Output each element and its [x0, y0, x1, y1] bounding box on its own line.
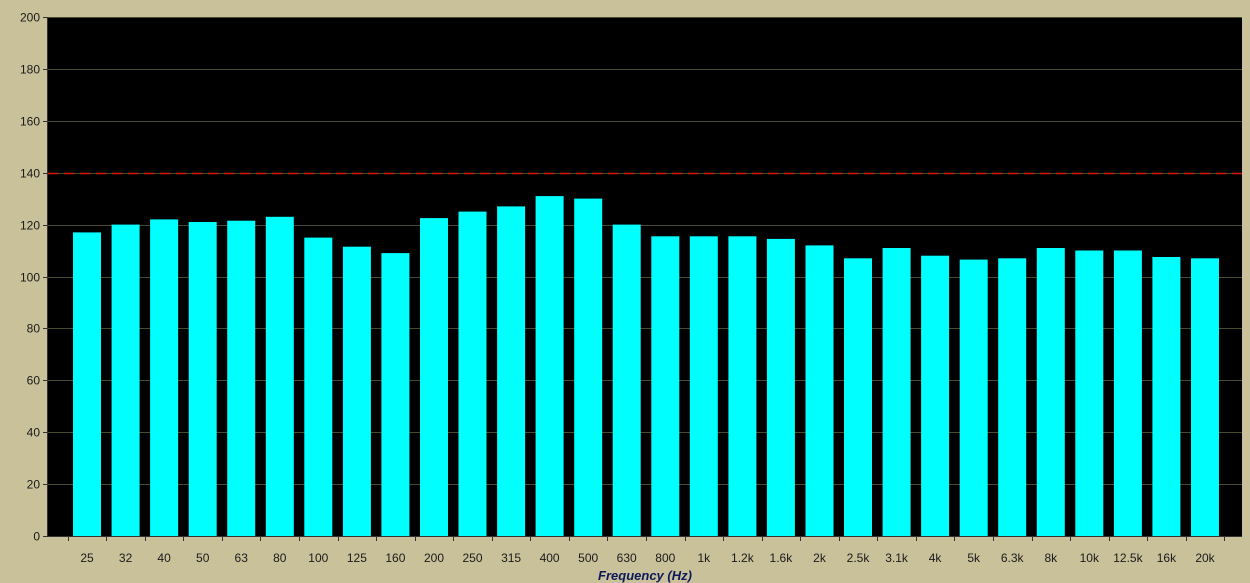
bar — [1036, 248, 1065, 536]
x-tick-label: 80 — [273, 551, 287, 565]
x-tick-label: 1.2k — [731, 551, 755, 565]
bar — [728, 236, 757, 537]
y-tick-label: 0 — [33, 530, 40, 544]
bar — [1191, 258, 1219, 536]
y-tick-labels: 0 20 40 60 80 100 120 140 160 180 200 — [20, 11, 40, 544]
x-tick-label: 16k — [1157, 551, 1177, 565]
x-tick-label: 3.1k — [885, 551, 909, 565]
y-tick-label: 140 — [20, 167, 40, 181]
bar — [844, 258, 872, 536]
x-tick-label: 32 — [119, 551, 133, 565]
x-tick-labels: 25 32 40 50 63 80 100 125 160 200 250 315 400 500 630 8… — [80, 551, 1215, 565]
y-tick-label: 100 — [20, 271, 40, 285]
x-tick-label: 500 — [578, 551, 598, 565]
bar — [766, 238, 795, 536]
x-tick-label: 2.5k — [847, 551, 871, 565]
x-tick-label: 50 — [196, 551, 210, 565]
x-tick-label: 20k — [1195, 551, 1215, 565]
x-tick-label: 250 — [462, 551, 482, 565]
bar — [612, 224, 641, 536]
x-tick-label: 5k — [967, 551, 981, 565]
bar — [1075, 250, 1104, 536]
y-tick-label: 180 — [20, 63, 40, 77]
bar — [921, 255, 950, 536]
x-tick-label: 10k — [1080, 551, 1100, 565]
y-tick-label: 40 — [27, 426, 41, 440]
bar — [1152, 257, 1181, 536]
x-tick-label: 12.5k — [1113, 551, 1143, 565]
x-tick-label: 25 — [80, 551, 94, 565]
x-tick-label: 6.3k — [1001, 551, 1025, 565]
x-tick-label: 1.6k — [770, 551, 794, 565]
bar — [998, 258, 1027, 536]
y-tick-label: 60 — [27, 374, 41, 388]
bar — [150, 219, 179, 536]
x-tick-label: 8k — [1044, 551, 1058, 565]
bar — [959, 259, 988, 536]
bar — [111, 224, 140, 536]
x-tick-label: 1k — [697, 551, 711, 565]
bar — [805, 245, 834, 536]
bar — [420, 218, 448, 536]
x-tick-label: 4k — [929, 551, 943, 565]
bar — [265, 216, 294, 537]
x-tick-label: 200 — [424, 551, 444, 565]
x-tick-label: 800 — [655, 551, 675, 565]
bar — [882, 248, 911, 536]
bar — [458, 211, 487, 536]
y-tick-label: 80 — [27, 322, 41, 336]
y-tick-label: 160 — [20, 115, 40, 129]
bar — [342, 246, 371, 536]
y-tick-label: 120 — [20, 219, 40, 233]
x-tick-label: 630 — [617, 551, 637, 565]
bar — [651, 236, 680, 537]
axes — [43, 17, 1242, 541]
bar — [1113, 250, 1142, 536]
bar — [689, 236, 718, 537]
x-tick-label: 2k — [813, 551, 827, 565]
bar — [574, 198, 603, 536]
x-tick-label: 100 — [308, 551, 328, 565]
bar — [497, 206, 526, 536]
bar — [73, 232, 101, 536]
bar — [535, 196, 564, 536]
x-tick-label: 400 — [540, 551, 560, 565]
bar-series — [73, 196, 1219, 537]
x-tick-label: 40 — [157, 551, 171, 565]
y-tick-label: 200 — [20, 11, 40, 25]
x-tick-label: 125 — [347, 551, 367, 565]
y-tick-label: 20 — [27, 478, 41, 492]
x-tick-label: 160 — [385, 551, 405, 565]
x-axis-title: Frequency (Hz) — [598, 568, 692, 583]
bar — [188, 222, 217, 536]
bar — [381, 253, 410, 536]
bar — [304, 237, 333, 536]
x-tick-label: 63 — [235, 551, 249, 565]
bar — [227, 220, 256, 536]
x-tick-label: 315 — [501, 551, 521, 565]
